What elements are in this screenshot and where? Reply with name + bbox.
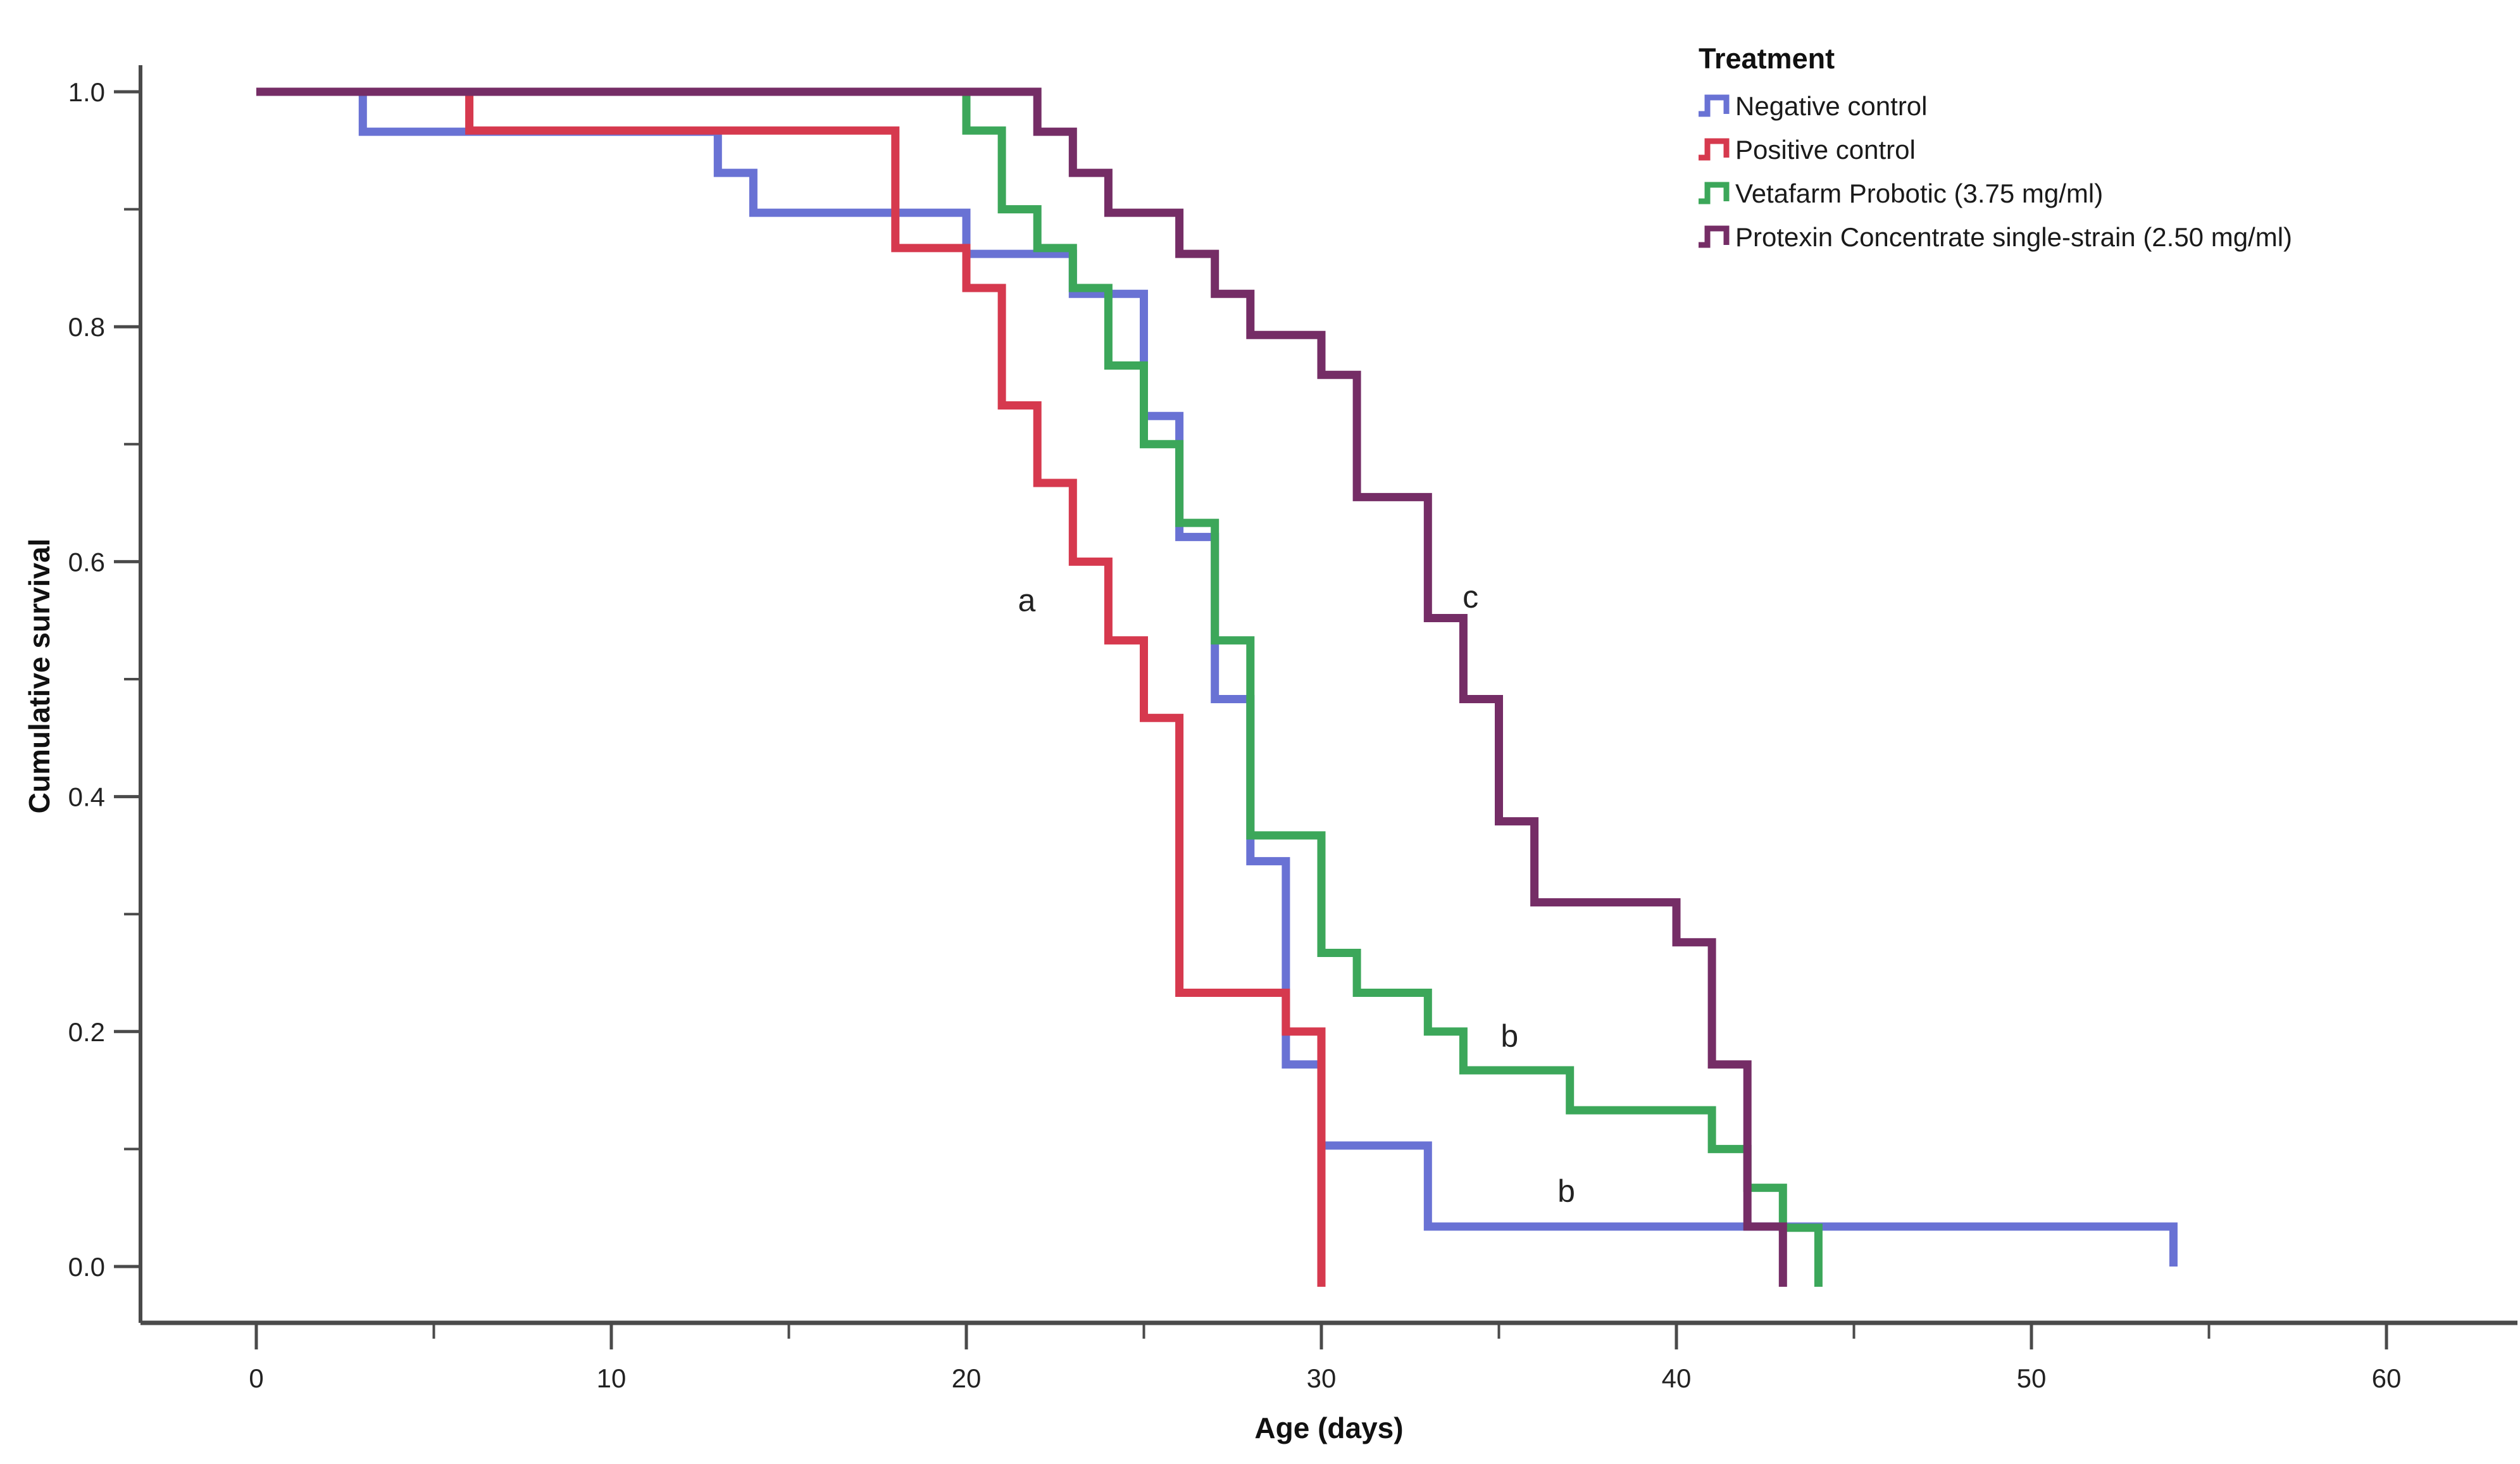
series-lines-layer — [256, 87, 2178, 1287]
y-tick-label: 0.4 — [68, 782, 105, 812]
y-tick-label: 0.2 — [68, 1017, 105, 1047]
y-tick-label: 0.6 — [68, 547, 105, 577]
series-line-protexin-concentrate-single-strain-2-50-mg-ml — [256, 87, 1787, 1287]
x-tick-label: 30 — [1307, 1363, 1337, 1393]
y-tick-label: 0.0 — [68, 1252, 105, 1282]
legend-item: Protexin Concentrate single-strain (2.50… — [1699, 222, 2292, 252]
annotation-letter: b — [1557, 1173, 1575, 1209]
x-tick-label: 50 — [2017, 1363, 2047, 1393]
x-tick-label: 20 — [952, 1363, 982, 1393]
legend-item: Positive control — [1699, 135, 1916, 165]
legend-item-label: Protexin Concentrate single-strain (2.50… — [1735, 222, 2292, 252]
legend-items: Negative control Positive control Vetafarm… — [1699, 91, 2292, 252]
x-tick-label: 10 — [597, 1363, 627, 1393]
annotation-letter: b — [1500, 1018, 1518, 1054]
annotation-letter: c — [1463, 579, 1478, 615]
legend-key-step-icon — [1699, 138, 1730, 161]
x-tick-label: 60 — [2372, 1363, 2402, 1393]
legend-item-label: Vetafarm Probotic (3.75 mg/ml) — [1735, 178, 2103, 208]
legend-key-step-icon — [1699, 225, 1730, 248]
series-line-vetafarm-probotic-3-75-mg-ml — [256, 87, 1823, 1287]
x-axis-title: Age (days) — [1254, 1411, 1403, 1444]
y-tick-label: 0.8 — [68, 312, 105, 342]
legend-key-step-icon — [1699, 182, 1730, 204]
legend-item: Negative control — [1699, 91, 1928, 121]
legend-item-label: Positive control — [1735, 135, 1916, 165]
x-tick-label: 0 — [249, 1363, 263, 1393]
legend: Treatment Negative control Positive contr… — [1699, 42, 2292, 252]
annotation-letter: a — [1018, 583, 1035, 618]
y-axis-title: Cumulative survival — [23, 539, 56, 814]
legend-title: Treatment — [1699, 42, 1835, 75]
series-line-positive-control — [256, 87, 1326, 1287]
x-tick-label: 40 — [1662, 1363, 1692, 1393]
legend-key-step-icon — [1699, 94, 1730, 117]
legend-item-label: Negative control — [1735, 91, 1928, 121]
axes-layer — [114, 65, 2517, 1349]
y-tick-label: 1.0 — [68, 77, 105, 107]
legend-item: Vetafarm Probotic (3.75 mg/ml) — [1699, 178, 2103, 208]
annotations-layer: a c b b — [1018, 579, 1575, 1209]
tick-labels-layer: 0.0 0.2 0.4 0.6 0.8 1.0 0 10 20 30 40 50 60 — [68, 77, 2402, 1393]
